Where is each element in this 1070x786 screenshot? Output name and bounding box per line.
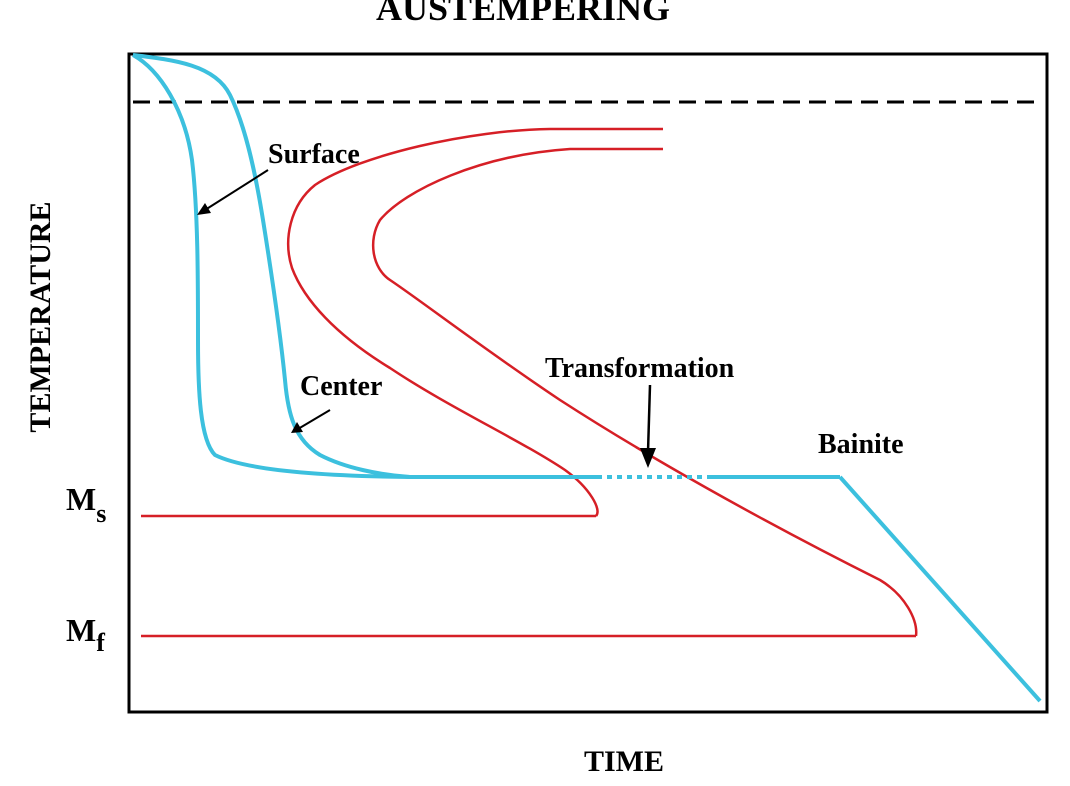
mf-label: Mf — [66, 612, 105, 657]
transformation-arrowhead — [640, 448, 656, 468]
transformation-finish-curve — [372, 147, 918, 637]
mf-label-main: M — [66, 612, 96, 648]
surface-cooling-curve — [132, 53, 411, 479]
center-arrow — [297, 409, 331, 430]
center-arrowhead — [291, 422, 303, 433]
bainite-label: Bainite — [818, 429, 904, 460]
surface-label: Surface — [268, 139, 360, 170]
final-cooling-line — [838, 475, 1042, 703]
plot-frame — [127, 52, 1049, 714]
transformation-arrow — [646, 384, 652, 453]
ms-label: Ms — [66, 481, 106, 528]
diagram-title: AUSTEMPERING — [376, 0, 670, 28]
ms-label-main: M — [66, 481, 96, 517]
center-cooling-curve — [132, 53, 411, 479]
y-axis-label: TEMPERATURE — [24, 201, 57, 432]
transformation-start-curve — [287, 127, 663, 517]
transformation-label: Transformation — [545, 353, 735, 384]
surface-arrow — [204, 169, 269, 211]
surface-arrowhead — [197, 203, 211, 215]
x-axis-label: TIME — [584, 745, 664, 778]
ms-label-sub: s — [96, 499, 106, 528]
center-label: Center — [300, 371, 382, 402]
mf-label-sub: f — [96, 628, 105, 657]
